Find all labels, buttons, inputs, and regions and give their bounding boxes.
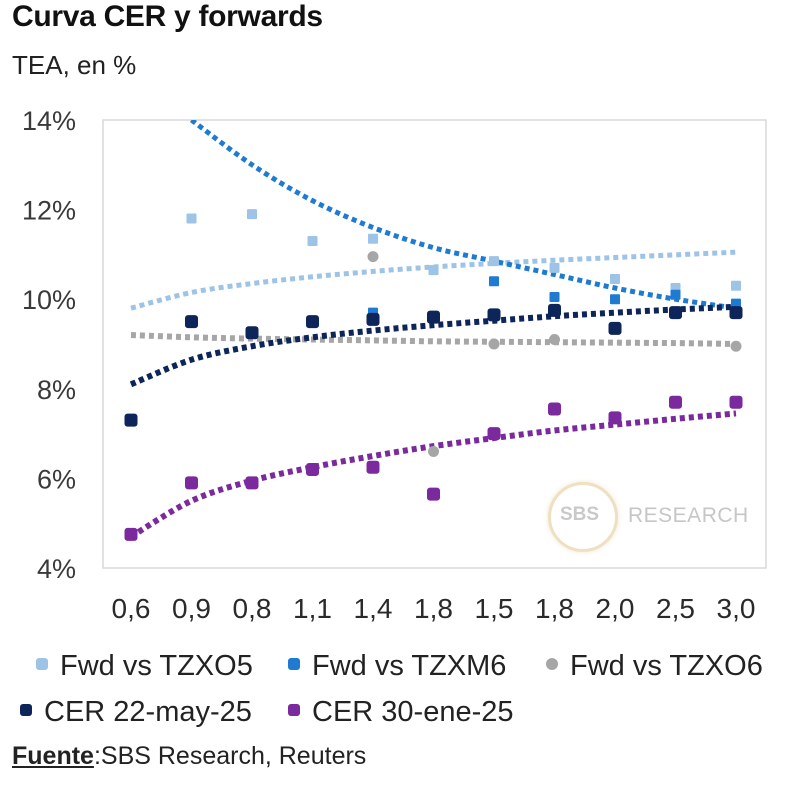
data-point bbox=[185, 476, 198, 490]
data-point bbox=[489, 256, 499, 267]
data-point bbox=[366, 460, 380, 474]
data-point bbox=[487, 427, 501, 441]
data-point bbox=[366, 312, 380, 326]
data-point bbox=[428, 446, 439, 458]
trend-line bbox=[129, 303, 737, 388]
x-tick-label: 0,9 bbox=[172, 593, 211, 624]
x-tick-label: 0,8 bbox=[233, 593, 272, 624]
y-tick-label: 10% bbox=[22, 285, 76, 315]
legend-label: Fwd vs TZXM6 bbox=[312, 650, 507, 682]
x-tick-label: 1,5 bbox=[475, 593, 514, 624]
data-point bbox=[729, 306, 743, 320]
data-point bbox=[247, 209, 257, 220]
x-tick-label: 2,0 bbox=[596, 593, 635, 624]
sbs-research-watermark: SBS RESEARCH bbox=[542, 478, 800, 558]
data-point bbox=[730, 340, 742, 352]
trend-line bbox=[130, 332, 737, 347]
data-point bbox=[731, 280, 741, 291]
data-point bbox=[367, 251, 379, 263]
trend-line bbox=[130, 249, 737, 311]
legend-label: CER 30-ene-25 bbox=[312, 696, 514, 728]
data-point bbox=[669, 395, 682, 409]
legend-marker-icon bbox=[20, 704, 32, 717]
data-point bbox=[185, 315, 198, 329]
data-point bbox=[729, 395, 743, 409]
legend-item: CER 30-ene-25 bbox=[288, 696, 514, 729]
data-point bbox=[608, 321, 622, 335]
y-tick-label: 14% bbox=[22, 106, 76, 136]
x-tick-label: 0,6 bbox=[112, 593, 151, 624]
watermark-logo-text: SBS bbox=[560, 504, 600, 525]
legend-item: Fwd vs TZXO6 bbox=[546, 650, 763, 683]
data-point bbox=[428, 265, 439, 276]
legend-label: Fwd vs TZXO6 bbox=[570, 650, 763, 682]
legend-label: CER 22-may-25 bbox=[44, 696, 252, 728]
legend-label: Fwd vs TZXO5 bbox=[60, 650, 253, 682]
sbs-logo-ring-icon bbox=[548, 482, 618, 552]
data-point bbox=[669, 306, 682, 320]
chart-canvas: 4% 6% 8% 10% 12% 14% 0,6 0,9 0,8 1,1 1,4 1,8 1,5 1,8 2… bbox=[22, 106, 767, 624]
data-point bbox=[608, 411, 622, 425]
data-point bbox=[186, 213, 197, 224]
data-point bbox=[487, 308, 501, 322]
x-tick-label: 1,8 bbox=[414, 593, 453, 624]
x-tick-label: 1,4 bbox=[354, 593, 393, 624]
data-point bbox=[549, 334, 560, 346]
chart-subtitle: TEA, en % bbox=[12, 50, 137, 80]
legend-item: Fwd vs TZXO5 bbox=[36, 650, 253, 683]
data-point bbox=[245, 326, 259, 340]
data-point bbox=[549, 291, 560, 302]
legend-marker-icon bbox=[288, 704, 300, 717]
y-tick-label: 4% bbox=[37, 554, 76, 584]
data-point bbox=[549, 262, 560, 273]
data-point bbox=[306, 462, 319, 476]
data-point bbox=[368, 233, 378, 244]
trend-line bbox=[190, 120, 737, 311]
legend-marker-icon bbox=[546, 658, 558, 671]
data-point bbox=[670, 289, 681, 300]
data-point bbox=[245, 476, 259, 490]
legend-marker-icon bbox=[36, 658, 48, 671]
data-point bbox=[307, 235, 318, 246]
data-point bbox=[548, 402, 561, 416]
legend-marker-icon bbox=[288, 658, 300, 671]
data-point bbox=[427, 310, 440, 324]
source-text: :SBS Research, Reuters bbox=[93, 742, 367, 770]
x-tick-label: 1,1 bbox=[293, 593, 332, 624]
data-point bbox=[124, 527, 138, 541]
y-tick-label: 8% bbox=[37, 375, 76, 405]
watermark-text: RESEARCH bbox=[628, 504, 749, 527]
plot-area-frame bbox=[102, 119, 767, 569]
data-point bbox=[548, 303, 561, 317]
data-point bbox=[124, 413, 138, 427]
legend-item: Fwd vs TZXM6 bbox=[288, 650, 506, 683]
x-tick-label: 1,8 bbox=[535, 593, 574, 624]
source-note: Fuente:SBS Research, Reuters bbox=[12, 742, 366, 771]
data-point bbox=[610, 294, 620, 305]
data-point bbox=[427, 487, 440, 501]
data-point bbox=[489, 276, 499, 287]
legend-item: CER 22-may-25 bbox=[20, 696, 252, 729]
x-tick-label: 3,0 bbox=[717, 593, 756, 624]
x-tick-label: 2,5 bbox=[656, 593, 695, 624]
data-point bbox=[610, 274, 620, 285]
data-point bbox=[488, 338, 500, 350]
source-label: Fuente bbox=[12, 742, 94, 770]
y-tick-label: 6% bbox=[37, 464, 76, 494]
data-point bbox=[306, 315, 319, 329]
y-tick-label: 12% bbox=[22, 196, 76, 226]
chart-title: Curva CER y forwards bbox=[12, 0, 323, 33]
